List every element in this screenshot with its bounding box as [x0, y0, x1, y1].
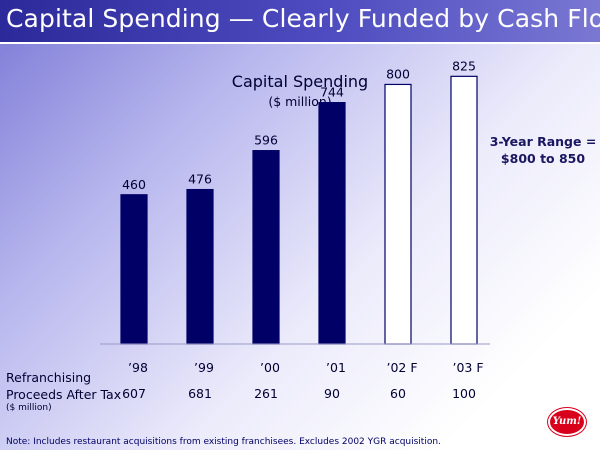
range-line-1: 3-Year Range =: [489, 134, 597, 149]
slide-title: Capital Spending — Clearly Funded by Cas…: [6, 4, 600, 33]
chart-title: Capital Spending: [232, 72, 368, 91]
bar-1: [186, 188, 214, 345]
bar-4: [384, 83, 412, 345]
bar-value-label-3: 744: [320, 85, 344, 100]
bar-value-label-2: 596: [254, 133, 278, 148]
refranchising-label-line-2: Proceeds After Tax: [6, 387, 122, 402]
bar-value-label-1: 476: [188, 172, 212, 187]
refranchising-unit: ($ million): [6, 403, 52, 413]
x-tick-label-0: ’98: [128, 360, 148, 375]
refranchising-value-3: 90: [324, 386, 340, 401]
bar-0: [120, 194, 148, 345]
x-tick-label-5: ’03 F: [452, 360, 483, 375]
range-line-2: $800 to 850: [500, 151, 586, 166]
range-annotation: 3-Year Range = $800 to 850: [486, 133, 600, 167]
x-tick-label-3: ’01: [326, 360, 346, 375]
x-tick-label-1: ’99: [194, 360, 214, 375]
bar-value-label-5: 825: [452, 58, 476, 73]
refranchising-value-1: 681: [188, 386, 212, 401]
bar-2: [252, 150, 280, 345]
x-tick-label-2: ’00: [260, 360, 280, 375]
refranchising-value-0: 607: [122, 386, 146, 401]
bar-value-label-4: 800: [386, 66, 410, 81]
refranchising-label: Refranchising Proceeds After Tax: [6, 369, 121, 403]
footnote: Note: Includes restaurant acquisitions f…: [6, 437, 441, 447]
bar-group: 460 ’98 476 ’99 596 ’00 744 ’01 800 ’02 F 825 ’03 F: [120, 58, 484, 375]
bar-3: [318, 102, 346, 345]
refranchising-value-4: 60: [390, 386, 406, 401]
x-tick-label-4: ’02 F: [386, 360, 417, 375]
chart-subtitle: ($ million): [268, 94, 331, 109]
title-bar: Capital Spending — Clearly Funded by Cas…: [0, 0, 600, 44]
title-divider: [0, 42, 600, 44]
refranchising-value-2: 261: [254, 386, 278, 401]
refranchising-label-line-1: Refranchising: [6, 370, 92, 385]
bar-value-label-0: 460: [122, 177, 146, 192]
bar-5: [450, 75, 478, 345]
refranchising-value-5: 100: [452, 386, 476, 401]
yum-logo: Yum!: [548, 408, 586, 436]
